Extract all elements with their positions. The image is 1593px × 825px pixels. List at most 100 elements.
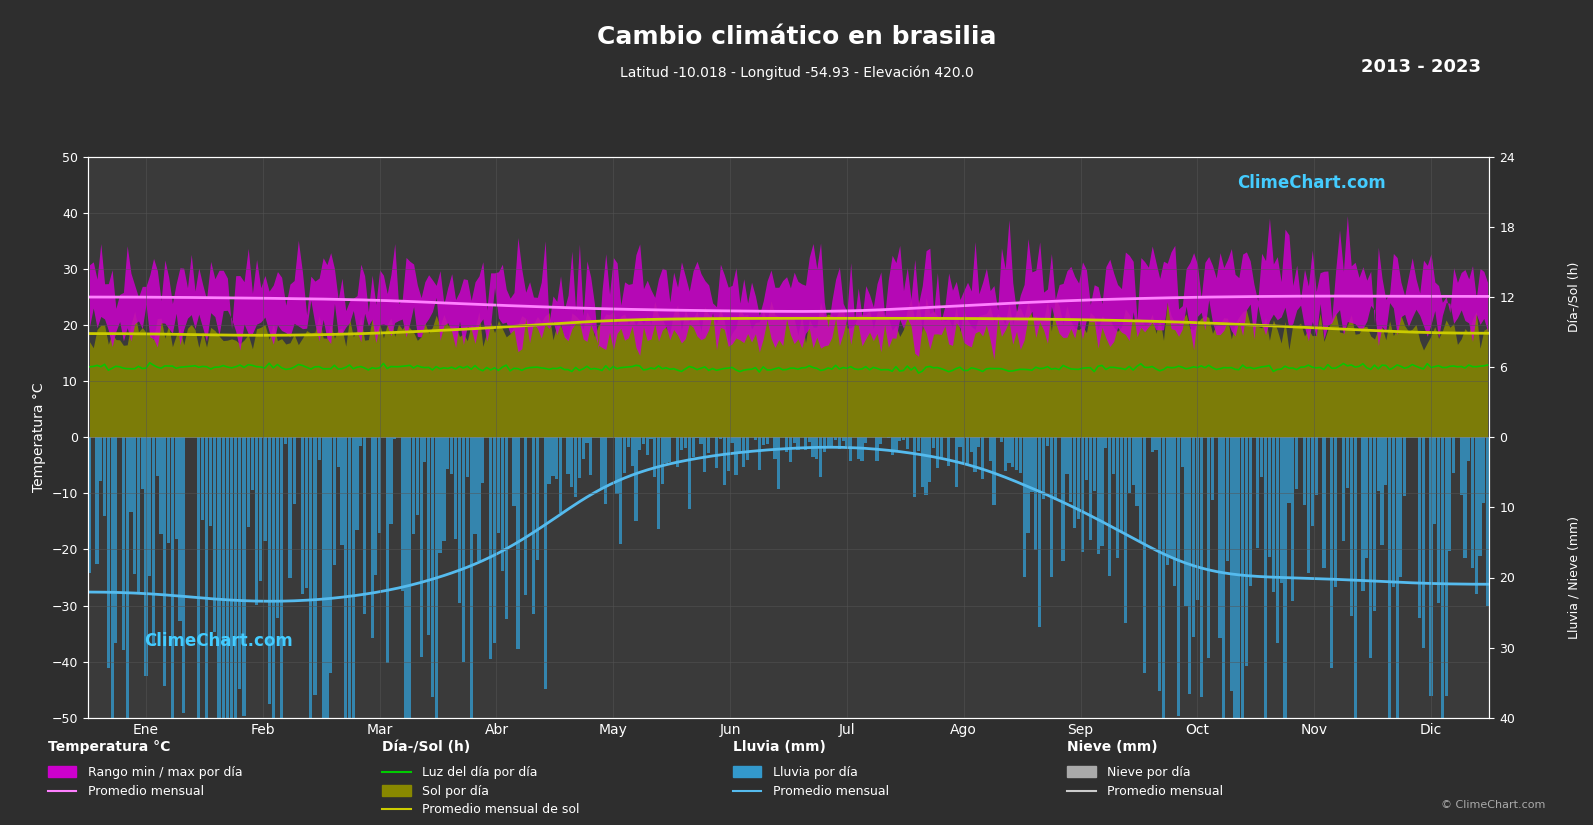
Bar [567, 437, 570, 474]
Bar [977, 437, 980, 447]
Text: Temperatura °C: Temperatura °C [48, 740, 170, 754]
Bar [1023, 437, 1026, 578]
Bar [1131, 437, 1134, 485]
Bar [1074, 437, 1077, 528]
Text: ClimeChart.com: ClimeChart.com [143, 633, 293, 650]
Bar [1180, 437, 1184, 467]
Bar [585, 437, 588, 443]
Bar [581, 437, 585, 460]
Bar [532, 437, 535, 614]
Bar [981, 437, 984, 479]
Bar [1150, 437, 1153, 452]
Bar [175, 437, 178, 540]
Bar [667, 437, 671, 462]
Bar [1015, 437, 1018, 470]
Bar [551, 437, 554, 476]
Text: Promedio mensual de sol: Promedio mensual de sol [422, 803, 580, 816]
Bar [1403, 437, 1407, 496]
Bar [604, 437, 607, 504]
Bar [465, 437, 468, 477]
Bar [1295, 437, 1298, 489]
Bar [1238, 437, 1241, 734]
Bar [1303, 437, 1306, 505]
Bar [918, 437, 921, 450]
Bar [656, 437, 660, 530]
Bar [1093, 437, 1096, 491]
Bar [742, 437, 746, 467]
Bar [1185, 437, 1188, 606]
Bar [830, 437, 833, 446]
Bar [680, 437, 683, 450]
Bar [1031, 437, 1034, 493]
Bar [333, 437, 336, 565]
Bar [940, 437, 943, 458]
Bar [1101, 437, 1104, 546]
Bar [1268, 437, 1271, 557]
Bar [642, 437, 645, 445]
Bar [451, 437, 454, 474]
Bar [462, 437, 465, 662]
Bar [205, 437, 209, 825]
Bar [1244, 437, 1247, 666]
Bar [1354, 437, 1357, 738]
Bar [623, 437, 626, 473]
Bar [1222, 437, 1225, 741]
Bar [1069, 437, 1072, 502]
Bar [615, 437, 618, 494]
Bar [317, 437, 320, 460]
Bar [268, 437, 271, 705]
Bar [336, 437, 339, 467]
Bar [96, 437, 99, 564]
Bar [513, 437, 516, 507]
Bar [761, 437, 765, 446]
Bar [789, 437, 792, 462]
Text: ClimeChart.com: ClimeChart.com [1238, 173, 1386, 191]
Bar [454, 437, 457, 539]
Bar [827, 437, 830, 448]
Bar [363, 437, 366, 614]
Bar [1085, 437, 1088, 480]
Bar [393, 437, 397, 439]
Bar [325, 437, 328, 757]
Bar [401, 437, 405, 592]
Bar [389, 437, 392, 524]
Bar [1177, 437, 1180, 716]
Bar [1330, 437, 1333, 668]
Bar [427, 437, 430, 635]
Bar [1169, 437, 1172, 558]
Bar [301, 437, 304, 594]
Bar [1306, 437, 1309, 573]
Bar [213, 437, 217, 632]
Bar [304, 437, 309, 588]
Bar [115, 437, 118, 643]
Bar [699, 437, 703, 444]
Bar [497, 437, 500, 533]
Text: Promedio mensual: Promedio mensual [88, 785, 204, 798]
Bar [104, 437, 107, 516]
Bar [1368, 437, 1372, 658]
Bar [746, 437, 749, 460]
Bar [1322, 437, 1325, 568]
Bar [992, 437, 996, 505]
Bar [129, 437, 132, 512]
Bar [626, 437, 629, 447]
Bar [902, 437, 905, 440]
Bar [505, 437, 508, 620]
Bar [1144, 437, 1147, 673]
Bar [435, 437, 438, 758]
Bar [347, 437, 350, 825]
Text: Lluvia por día: Lluvia por día [773, 766, 857, 779]
Bar [894, 437, 897, 451]
Bar [226, 437, 229, 825]
Bar [1000, 437, 1004, 442]
Text: Día-/Sol (h): Día-/Sol (h) [1568, 262, 1580, 332]
Bar [707, 437, 710, 454]
Bar [1188, 437, 1192, 694]
Bar [1453, 437, 1456, 474]
Bar [470, 437, 473, 724]
Bar [1263, 437, 1266, 825]
Bar [1365, 437, 1368, 559]
Bar [675, 437, 679, 468]
Bar [1399, 437, 1402, 577]
Bar [573, 437, 577, 497]
